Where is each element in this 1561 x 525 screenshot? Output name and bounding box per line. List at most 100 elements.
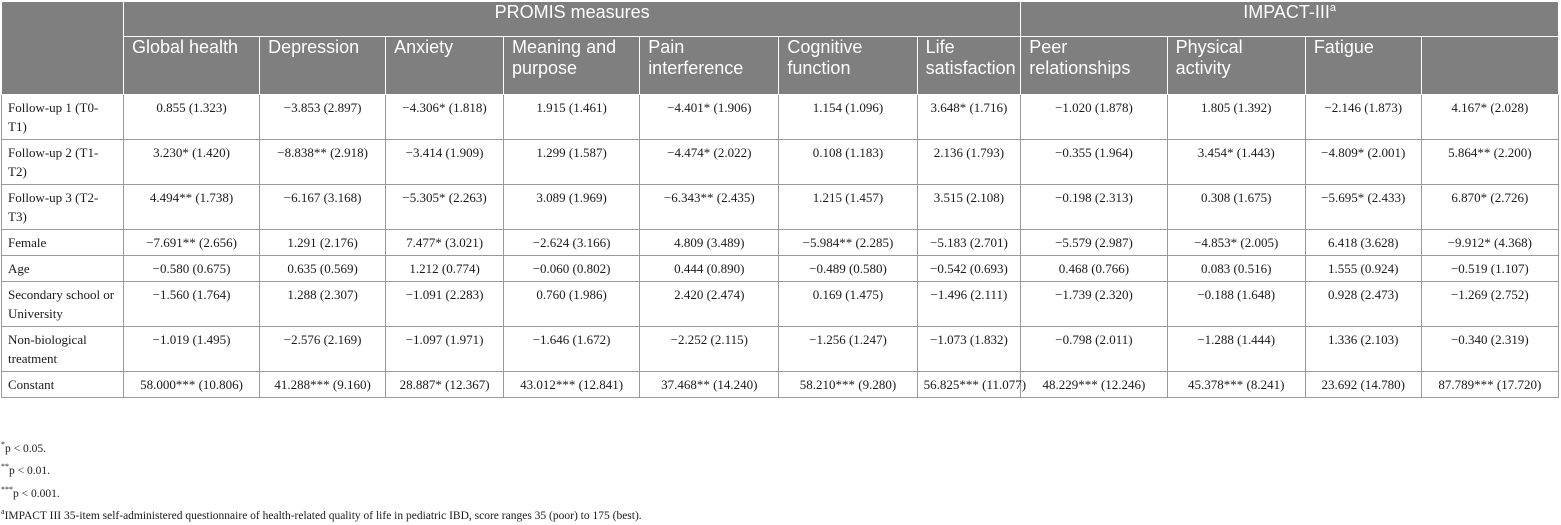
table-cell: 0.169 (1.475): [778, 281, 918, 327]
table-cell: 1.805 (1.392): [1166, 94, 1306, 140]
table-cell: 23.692 (14.780): [1304, 371, 1422, 398]
table-cell: −0.519 (1.107): [1420, 255, 1560, 282]
table-cell: 0.635 (0.569): [259, 255, 387, 282]
footnote-mark: a: [1, 506, 5, 516]
table-cell: −0.542 (0.693): [916, 255, 1022, 282]
column-header: Physical activity: [1166, 36, 1306, 95]
table-cell: 1.288 (2.307): [259, 281, 387, 327]
table-cell: 28.887* (12.367): [385, 371, 505, 398]
table-cell: −1.019 (1.495): [122, 326, 261, 372]
table-cell: −0.340 (2.319): [1420, 326, 1560, 372]
table-cell: −3.853 (2.897): [259, 94, 387, 140]
table-cell: 1.299 (1.587): [503, 139, 641, 185]
footnote: **p < 0.01.: [1, 458, 642, 480]
column-header: [1420, 36, 1560, 95]
table-cell: 0.855 (1.323): [122, 94, 261, 140]
table-cell: −5.183 (2.701): [916, 229, 1022, 256]
row-label: Follow-up 3 (T2-T3): [1, 184, 124, 230]
table-cell: −5.984** (2.285): [778, 229, 918, 256]
column-header: Pain interference: [639, 36, 780, 95]
column-header: Depression: [259, 36, 387, 95]
table-cell: 7.477* (3.021): [385, 229, 505, 256]
table-cell: 87.789*** (17.720): [1420, 371, 1560, 398]
table-cell: 6.418 (3.628): [1304, 229, 1422, 256]
table-cell: −1.097 (1.971): [385, 326, 505, 372]
impact-group-header: IMPACT-IIIa: [1020, 1, 1559, 37]
column-header: Global health: [122, 36, 261, 95]
row-label: Non-biological treatment: [1, 326, 124, 372]
impact-group-label: IMPACT-III: [1243, 2, 1330, 22]
table-cell: −0.355 (1.964): [1020, 139, 1168, 185]
table-cell: 0.760 (1.986): [503, 281, 641, 327]
table-cell: −0.198 (2.313): [1020, 184, 1168, 230]
table-row: Secondary school or University −1.560 (1.…: [1, 281, 1560, 327]
table-cell: −1.739 (2.320): [1020, 281, 1168, 327]
table-cell: 1.555 (0.924): [1304, 255, 1422, 282]
table-cell: 0.308 (1.675): [1166, 184, 1306, 230]
table-cell: −2.576 (2.169): [259, 326, 387, 372]
table-row: Constant 58.000*** (10.806) 41.288*** (9.1…: [1, 371, 1560, 398]
table-cell: −6.343** (2.435): [639, 184, 780, 230]
table-cell: −5.305* (2.263): [385, 184, 505, 230]
column-header: Meaning and purpose: [503, 36, 641, 95]
table-cell: 3.648* (1.716): [916, 94, 1022, 140]
table-cell: −7.691** (2.656): [122, 229, 261, 256]
footnote-text: p < 0.05.: [5, 442, 46, 455]
column-header: Cognitive function: [778, 36, 918, 95]
table-cell: 37.468** (14.240): [639, 371, 780, 398]
table-cell: −4.853* (2.005): [1166, 229, 1306, 256]
table-cell: 5.864** (2.200): [1420, 139, 1560, 185]
table-cell: 1.291 (2.176): [259, 229, 387, 256]
table-cell: 4.809 (3.489): [639, 229, 780, 256]
table-cell: 1.915 (1.461): [503, 94, 641, 140]
table-cell: −3.414 (1.909): [385, 139, 505, 185]
column-header: Anxiety: [385, 36, 505, 95]
table-cell: −1.288 (1.444): [1166, 326, 1306, 372]
table-row: Follow-up 2 (T1-T2) 3.230* (1.420) −8.838*…: [1, 139, 1560, 185]
row-label: Secondary school or University: [1, 281, 124, 327]
table-cell: −0.580 (0.675): [122, 255, 261, 282]
table-cell: 0.444 (0.890): [639, 255, 780, 282]
column-header: Life satisfaction: [916, 36, 1022, 95]
footnote: ***p < 0.001.: [1, 481, 642, 503]
table-cell: −2.624 (3.166): [503, 229, 641, 256]
table-cell: −1.269 (2.752): [1420, 281, 1560, 327]
table-cell: −2.252 (2.115): [639, 326, 780, 372]
table-row: Non-biological treatment −1.019 (1.495) −2…: [1, 326, 1560, 372]
row-label: Female: [1, 229, 124, 256]
table-row: Follow-up 1 (T0-T1) 0.855 (1.323) −3.853 (…: [1, 94, 1560, 140]
table-cell: −1.496 (2.111): [916, 281, 1022, 327]
table-cell: −4.401* (1.906): [639, 94, 780, 140]
promis-group-header: PROMIS measures: [122, 1, 1022, 37]
table-cell: −6.167 (3.168): [259, 184, 387, 230]
table-cell: 58.000*** (10.806): [122, 371, 261, 398]
table-cell: 0.083 (0.516): [1166, 255, 1306, 282]
table-cell: −5.695* (2.433): [1304, 184, 1422, 230]
table-cell: 41.288*** (9.160): [259, 371, 387, 398]
footnote-text: p < 0.01.: [9, 465, 50, 478]
footnote-text: p < 0.001.: [13, 487, 60, 500]
footnote: *p < 0.05.: [1, 436, 642, 458]
table-cell: 4.494** (1.738): [122, 184, 261, 230]
column-header: Fatigue: [1304, 36, 1422, 95]
table-cell: 4.167* (2.028): [1420, 94, 1560, 140]
table-cell: −2.146 (1.873): [1304, 94, 1422, 140]
table-cell: −9.912* (4.368): [1420, 229, 1560, 256]
table-footnotes: *p < 0.05. **p < 0.01. ***p < 0.001. aIMPAC…: [1, 436, 642, 525]
row-label: Constant: [1, 371, 124, 398]
table-cell: 0.928 (2.473): [1304, 281, 1422, 327]
table-row: Follow-up 3 (T2-T3) 4.494** (1.738) −6.167…: [1, 184, 1560, 230]
table-cell: 6.870* (2.726): [1420, 184, 1560, 230]
table-cell: 3.230* (1.420): [122, 139, 261, 185]
table-cell: −1.020 (1.878): [1020, 94, 1168, 140]
table-cell: 58.210*** (9.280): [778, 371, 918, 398]
results-table: PROMIS measures IMPACT-IIIa Global healt…: [1, 1, 1560, 398]
table-cell: −4.474* (2.022): [639, 139, 780, 185]
footnote-mark: **: [1, 462, 9, 472]
table-cell: −0.489 (0.580): [778, 255, 918, 282]
table-cell: 2.136 (1.793): [916, 139, 1022, 185]
table-cell: −1.091 (2.283): [385, 281, 505, 327]
table-cell: 2.420 (2.474): [639, 281, 780, 327]
table-cell: 3.454* (1.443): [1166, 139, 1306, 185]
table-cell: 56.825*** (11.077): [916, 371, 1026, 398]
